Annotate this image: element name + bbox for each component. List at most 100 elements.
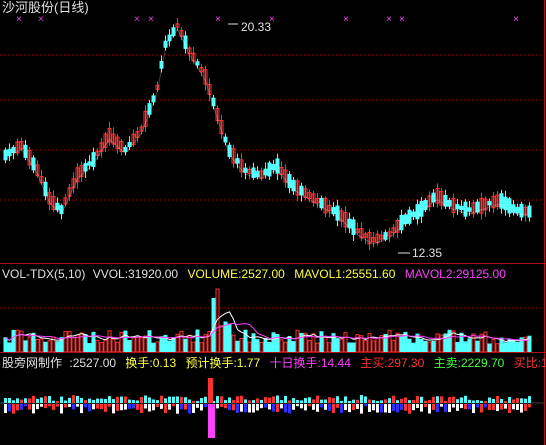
volume-bar <box>347 342 352 353</box>
indicator-bar-up <box>448 397 451 403</box>
indicator-bar-down <box>224 404 227 409</box>
indicator-bar-up <box>312 399 315 403</box>
indicator-bar-up <box>124 396 127 403</box>
volume-bar <box>351 342 356 353</box>
volume-bar <box>339 338 344 353</box>
candle-body <box>415 204 420 220</box>
indicator-bar-up <box>488 397 491 403</box>
volume-bar <box>479 333 484 353</box>
indicator-bar-up <box>40 397 43 403</box>
candle-body <box>55 202 60 211</box>
indicator-bar-down <box>72 404 75 410</box>
candle-body <box>527 205 532 218</box>
indicator-bar-down <box>180 404 183 410</box>
candle-body <box>3 149 8 161</box>
candle-body <box>307 192 312 199</box>
candle-body <box>239 159 244 173</box>
candle-body <box>511 204 516 213</box>
indicator-bar-up <box>164 398 167 403</box>
volume-value: VOLUME:2527.00 <box>187 267 285 281</box>
volume-bar <box>447 329 452 353</box>
indicator-bar-down <box>24 404 27 407</box>
volume-bar <box>463 341 468 353</box>
indicator-bar-up <box>388 398 391 403</box>
indicator-bar-down <box>272 404 275 412</box>
indicator-bar-up <box>140 396 143 403</box>
candle-body <box>259 170 264 179</box>
volume-bar <box>375 337 380 353</box>
indicator-bar-down <box>472 404 475 414</box>
candle-body <box>187 47 192 55</box>
volume-bar <box>439 334 444 353</box>
indicator-bar-up <box>408 400 411 403</box>
indicator-bar-up <box>456 399 459 403</box>
volume-bar <box>279 339 284 353</box>
candle-body <box>139 126 144 132</box>
candle-body <box>335 205 340 221</box>
candle-body <box>59 205 64 215</box>
volume-bar <box>79 332 84 353</box>
indicator-bar-down <box>232 404 235 411</box>
indicator-bar-up <box>420 396 423 403</box>
indicator-bar-up <box>460 397 463 403</box>
indicator-name[interactable]: 股旁网制作 <box>2 356 63 370</box>
indicator-bar-down <box>280 404 283 409</box>
indicator-bar-down <box>236 404 239 413</box>
indicator-bar-up <box>220 396 223 403</box>
volume-bar <box>107 330 112 353</box>
indicator-bar-down <box>288 404 291 414</box>
signal-marker: × <box>513 14 519 25</box>
volume-indicator-name[interactable]: VOL-TDX(5,10) <box>2 267 86 281</box>
candle-body <box>23 144 28 158</box>
volume-bar <box>391 339 396 353</box>
indicator-bar-up <box>412 399 415 403</box>
volume-bar <box>355 334 360 353</box>
indicator-bar-up <box>316 395 319 403</box>
indicator-spike <box>208 404 215 438</box>
indicator-bar-up <box>332 398 335 403</box>
volume-bar <box>23 340 28 353</box>
candle-body <box>151 95 156 103</box>
indicator-bar-down <box>332 404 335 414</box>
candle-body <box>275 158 280 174</box>
candle-body <box>379 234 384 240</box>
volume-bar <box>39 338 44 353</box>
candle-body <box>147 103 152 115</box>
indicator-bar-down <box>252 404 255 413</box>
volume-bar <box>423 340 428 353</box>
indicator-bar-up <box>320 399 323 403</box>
indicator-bar-down <box>112 404 115 414</box>
candle-body <box>247 168 252 175</box>
indicator-bar-up <box>12 400 15 403</box>
indicator-bar-down <box>60 404 63 414</box>
indicator-bar-up <box>4 397 7 403</box>
candle-body <box>283 169 288 183</box>
volume-bar <box>267 341 272 353</box>
volume-bar <box>127 340 132 353</box>
indicator-bar-down <box>152 404 155 411</box>
indicator-bar-up <box>168 396 171 403</box>
candle-body <box>315 197 320 204</box>
indicator-bar-down <box>148 404 151 412</box>
indicator-bar-up <box>404 397 407 403</box>
volume-bar <box>307 339 312 353</box>
candle-body <box>347 218 352 229</box>
ten-day-turnover-value: 十日换手:14.44 <box>269 356 351 370</box>
volume-bar <box>63 331 68 353</box>
volume-bar <box>119 331 124 353</box>
indicator-bar-down <box>484 404 487 408</box>
indicator-bar-down <box>196 404 199 408</box>
candle-body <box>455 204 460 210</box>
indicator-bar-down <box>28 404 31 410</box>
indicator-bar-up <box>280 400 283 403</box>
indicator-bar-up <box>16 398 19 403</box>
candle-body <box>515 206 520 214</box>
mavol1-value: MAVOL1:25551.60 <box>294 267 396 281</box>
indicator-bar-down <box>328 404 331 411</box>
indicator-bar-up <box>468 399 471 403</box>
main-sell-value: 主卖:2229.70 <box>433 356 505 370</box>
indicator-bar-up <box>508 397 511 403</box>
indicator-bar-up <box>156 400 159 403</box>
